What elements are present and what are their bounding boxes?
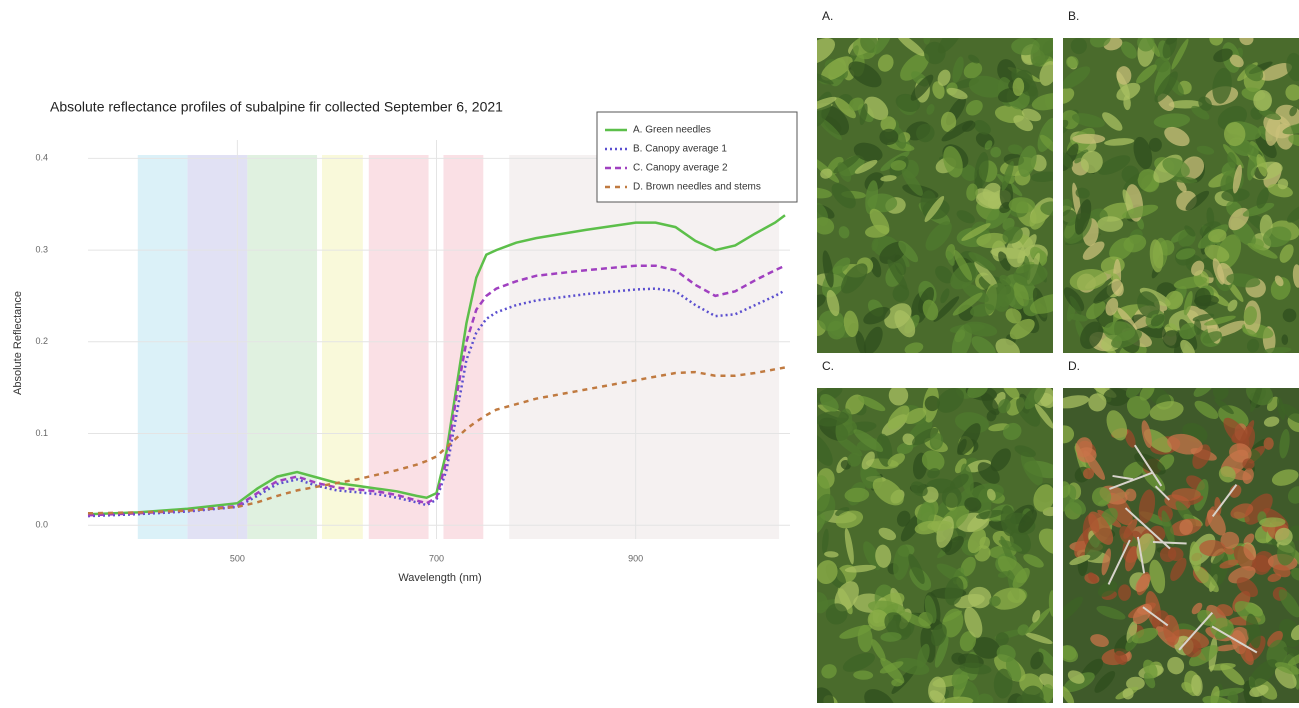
legend-label: B. Canopy average 1 bbox=[633, 144, 727, 155]
wavelength-band bbox=[509, 155, 779, 539]
wavelength-band bbox=[188, 155, 248, 539]
photo bbox=[803, 373, 1070, 703]
y-tick-label: 0.3 bbox=[35, 244, 48, 254]
x-axis-label: Wavelength (nm) bbox=[398, 572, 481, 584]
wavelength-band bbox=[138, 155, 188, 539]
foliage bbox=[803, 373, 1070, 703]
foliage bbox=[1053, 28, 1299, 364]
legend-label: A. Green needles bbox=[633, 125, 711, 136]
panel-label: A. bbox=[822, 9, 833, 23]
panel-label: B. bbox=[1068, 9, 1079, 23]
panel-label: C. bbox=[822, 359, 834, 373]
foliage bbox=[1049, 377, 1299, 703]
y-tick-label: 0.0 bbox=[35, 520, 48, 530]
y-tick-label: 0.2 bbox=[35, 336, 48, 346]
y-axis-label: Absolute Reflectance bbox=[12, 291, 24, 395]
x-tick-label: 500 bbox=[230, 553, 245, 563]
leaf-cluster bbox=[1072, 134, 1105, 144]
figure: Absolute reflectance profiles of subalpi… bbox=[0, 0, 1299, 703]
photo bbox=[797, 21, 1067, 364]
wavelength-band bbox=[369, 155, 429, 539]
photo bbox=[1049, 377, 1299, 703]
photo bbox=[1053, 28, 1299, 364]
leaf-cluster bbox=[1011, 38, 1040, 56]
x-tick-label: 700 bbox=[429, 553, 444, 563]
page: Absolute reflectance profiles of subalpi… bbox=[0, 0, 1299, 708]
panel-label: D. bbox=[1068, 359, 1080, 373]
legend-label: D. Brown needles and stems bbox=[633, 182, 761, 193]
leaf-cluster bbox=[1172, 488, 1201, 501]
foliage bbox=[797, 21, 1067, 364]
leaf-cluster bbox=[1097, 216, 1123, 232]
y-tick-label: 0.1 bbox=[35, 428, 48, 438]
chart-title: Absolute reflectance profiles of subalpi… bbox=[50, 99, 503, 115]
legend-label: C. Canopy average 2 bbox=[633, 163, 728, 174]
x-tick-label: 900 bbox=[628, 553, 643, 563]
y-tick-label: 0.4 bbox=[35, 153, 48, 163]
